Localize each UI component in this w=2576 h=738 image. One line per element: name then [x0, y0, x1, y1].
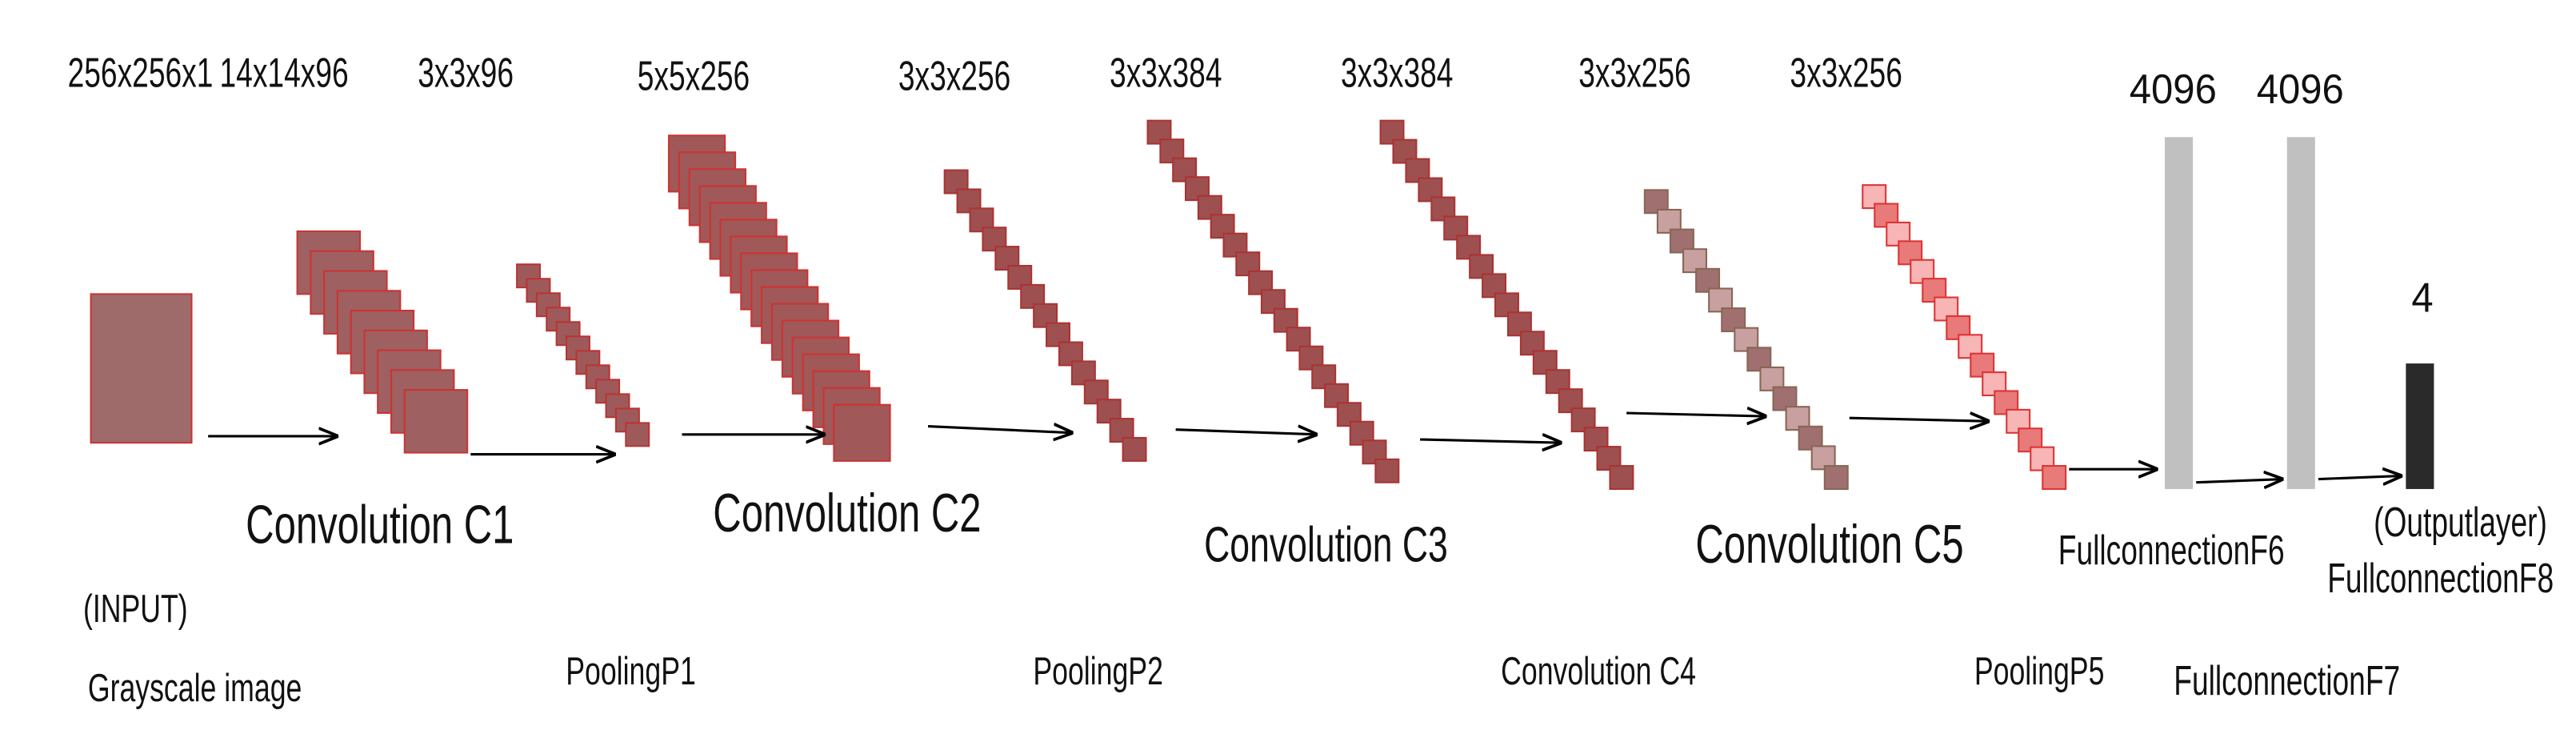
arrow [1175, 430, 1318, 435]
label: (Outputlayer) [2374, 499, 2547, 546]
layer-shapes [90, 119, 2434, 490]
label: FullconnectionF6 [2058, 527, 2285, 574]
label: 256x256x1 [68, 50, 214, 97]
label: 4096 [2130, 66, 2217, 112]
label: Convolution C2 [713, 482, 981, 543]
feature-map [1083, 379, 1109, 405]
feature-map [1210, 214, 1235, 239]
feature-map [1609, 465, 1634, 490]
label: 3x3x256 [1578, 50, 1690, 97]
arrow [927, 427, 1074, 433]
label: 3x3x384 [1341, 50, 1453, 97]
fc-bar [2164, 137, 2194, 489]
output-bar [2406, 363, 2434, 489]
label: 5x5x256 [638, 53, 750, 100]
label: Convolution C4 [1501, 650, 1696, 694]
label: (INPUT) [83, 587, 188, 631]
feature-map [1122, 436, 1147, 462]
label: 4096 [2257, 66, 2344, 112]
label: 4 [2411, 274, 2433, 320]
feature-map [2042, 465, 2067, 490]
label: 3x3x256 [1790, 50, 1902, 97]
input-block [90, 293, 193, 444]
feature-map [1273, 307, 1298, 333]
label: Convolution C5 [1695, 513, 1963, 575]
feature-map [943, 169, 969, 195]
label: PoolingP5 [1974, 650, 2105, 694]
feature-map [1058, 341, 1083, 367]
feature-map [403, 389, 469, 454]
label: 3x3x384 [1110, 50, 1222, 97]
arrow [2318, 475, 2402, 479]
arrow [1626, 413, 1766, 416]
feature-map [1823, 465, 1849, 490]
feature-map [1379, 119, 1405, 145]
label: Convolution C1 [246, 493, 514, 555]
feature-map [1248, 270, 1274, 295]
feature-map [982, 227, 1007, 252]
label: 3x3x96 [418, 50, 514, 97]
arrows [208, 413, 2402, 483]
feature-map [1734, 327, 1759, 352]
feature-map [1020, 283, 1046, 309]
feature-map [625, 422, 650, 447]
feature-map [1159, 138, 1185, 164]
label: 3x3x256 [898, 53, 1010, 100]
label: FullconnectionF7 [2174, 657, 2400, 704]
feature-map [1172, 157, 1198, 182]
feature-map [1374, 458, 1400, 483]
labels: 256x256x1 14x14x96 3x3x96 5x5x256 3x3x256 3x3… [68, 50, 2554, 711]
arrow [2196, 479, 2283, 483]
arrow [1849, 418, 1990, 421]
feature-map [1656, 208, 1682, 234]
label: 14x14x96 [220, 50, 349, 97]
feature-map [1695, 267, 1721, 293]
label: FullconnectionF8 [2327, 555, 2554, 602]
label: Grayscale image [88, 666, 302, 710]
feature-map [833, 403, 891, 462]
feature-map [1532, 350, 1558, 375]
label: PoolingP1 [566, 650, 696, 694]
label: PoolingP2 [1033, 650, 1163, 694]
arrow [1420, 439, 1562, 443]
fc-bar [2286, 137, 2315, 489]
feature-map [1418, 177, 1443, 203]
label: Convolution C3 [1204, 518, 1448, 573]
